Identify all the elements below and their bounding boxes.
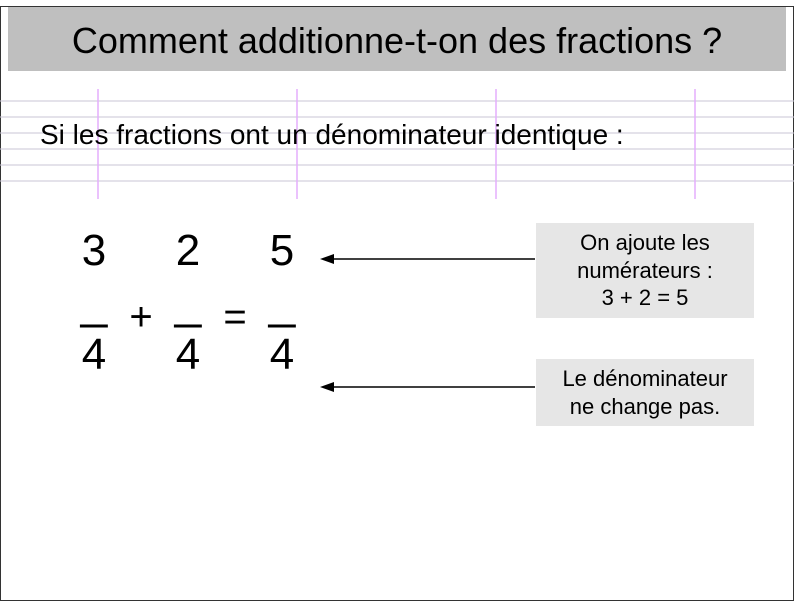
fraction-b-bar: _ <box>175 283 202 323</box>
note1-line3: 3 + 2 = 5 <box>546 284 744 312</box>
fraction-c-numerator: 5 <box>270 219 294 283</box>
fraction-a-bar: _ <box>81 283 108 323</box>
note1-line1: On ajoute les <box>546 229 744 257</box>
operator-equals: = <box>212 295 258 340</box>
arrow-to-denominator <box>320 377 540 397</box>
note1-line2: numérateurs : <box>546 257 744 285</box>
operator-plus: + <box>118 295 164 340</box>
fraction-a-denominator: 4 <box>82 323 106 387</box>
note-denominator: Le dénominateur ne change pas. <box>536 359 754 426</box>
arrow-to-numerator <box>320 249 540 269</box>
fraction-c-denominator: 4 <box>270 323 294 387</box>
fraction-c-bar: _ <box>269 283 296 323</box>
ruled-paper-area: Si les fractions ont un dénominateur ide… <box>0 89 794 199</box>
fraction-b-numerator: 2 <box>176 219 200 283</box>
content-area: 3 _ 4 + 2 _ 4 = 5 _ 4 On ajoute les numé… <box>0 219 794 499</box>
fraction-equation: 3 _ 4 + 2 _ 4 = 5 _ 4 <box>70 219 306 387</box>
fraction-b-denominator: 4 <box>176 323 200 387</box>
fraction-b: 2 _ 4 <box>164 219 212 387</box>
subtitle-text: Si les fractions ont un dénominateur ide… <box>40 119 624 151</box>
page-title: Comment additionne-t-on des fractions ? <box>18 20 776 61</box>
fraction-a: 3 _ 4 <box>70 219 118 387</box>
note2-line2: ne change pas. <box>546 393 744 421</box>
fraction-a-numerator: 3 <box>82 219 106 283</box>
fraction-c: 5 _ 4 <box>258 219 306 387</box>
note-numerators: On ajoute les numérateurs : 3 + 2 = 5 <box>536 223 754 318</box>
title-bar: Comment additionne-t-on des fractions ? <box>8 6 786 71</box>
note2-line1: Le dénominateur <box>546 365 744 393</box>
